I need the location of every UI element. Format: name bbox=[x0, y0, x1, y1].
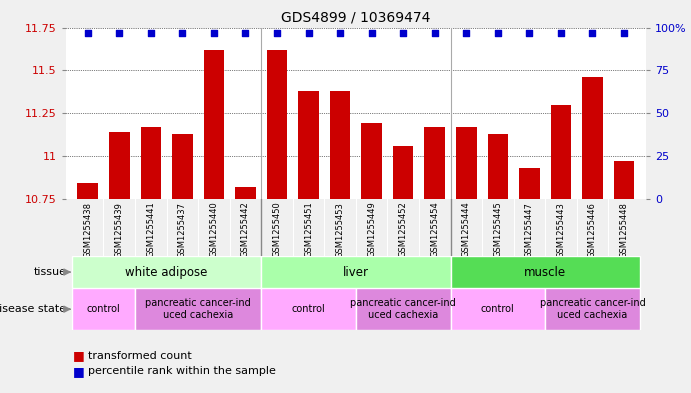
Text: GSM1255451: GSM1255451 bbox=[304, 202, 313, 257]
Text: white adipose: white adipose bbox=[125, 266, 208, 279]
Point bbox=[145, 29, 156, 36]
Text: ■: ■ bbox=[73, 349, 84, 362]
Bar bbox=[614, 161, 634, 199]
Bar bbox=[109, 132, 129, 199]
Point bbox=[177, 29, 188, 36]
Bar bbox=[172, 134, 193, 199]
Text: GSM1255443: GSM1255443 bbox=[556, 202, 565, 257]
Point bbox=[397, 29, 408, 36]
Point bbox=[114, 29, 125, 36]
Text: GSM1255450: GSM1255450 bbox=[272, 202, 281, 257]
Text: GSM1255440: GSM1255440 bbox=[209, 202, 218, 257]
Text: ■: ■ bbox=[73, 365, 84, 378]
Bar bbox=[393, 146, 413, 199]
Bar bbox=[299, 91, 319, 199]
Title: GDS4899 / 10369474: GDS4899 / 10369474 bbox=[281, 11, 430, 25]
Text: muscle: muscle bbox=[524, 266, 566, 279]
Text: liver: liver bbox=[343, 266, 369, 279]
Point bbox=[461, 29, 472, 36]
Bar bbox=[204, 50, 224, 199]
Text: GSM1255439: GSM1255439 bbox=[115, 202, 124, 257]
Text: pancreatic cancer-ind
uced cachexia: pancreatic cancer-ind uced cachexia bbox=[540, 298, 645, 320]
Bar bbox=[135, 288, 261, 330]
Bar bbox=[72, 288, 135, 330]
Text: control: control bbox=[86, 304, 120, 314]
Bar bbox=[583, 77, 603, 199]
Text: GSM1255437: GSM1255437 bbox=[178, 202, 187, 258]
Bar bbox=[456, 127, 477, 199]
Point bbox=[492, 29, 503, 36]
Text: GSM1255438: GSM1255438 bbox=[83, 202, 92, 258]
Point bbox=[240, 29, 251, 36]
Point bbox=[556, 29, 567, 36]
Point bbox=[524, 29, 535, 36]
Bar bbox=[77, 184, 98, 199]
Text: GSM1255441: GSM1255441 bbox=[146, 202, 155, 257]
Point bbox=[303, 29, 314, 36]
Bar bbox=[261, 288, 356, 330]
Text: transformed count: transformed count bbox=[88, 351, 191, 361]
Text: GSM1255448: GSM1255448 bbox=[620, 202, 629, 257]
Point bbox=[334, 29, 346, 36]
Text: GSM1255442: GSM1255442 bbox=[241, 202, 250, 257]
Bar bbox=[140, 127, 161, 199]
Bar bbox=[551, 105, 571, 199]
Bar bbox=[488, 134, 508, 199]
Text: control: control bbox=[292, 304, 325, 314]
Text: tissue: tissue bbox=[33, 267, 66, 277]
Text: GSM1255447: GSM1255447 bbox=[525, 202, 534, 257]
Point bbox=[429, 29, 440, 36]
Bar bbox=[356, 288, 451, 330]
Text: percentile rank within the sample: percentile rank within the sample bbox=[88, 366, 276, 376]
Bar bbox=[361, 123, 382, 199]
Point bbox=[272, 29, 283, 36]
Point bbox=[82, 29, 93, 36]
Point bbox=[618, 29, 630, 36]
Bar bbox=[545, 288, 640, 330]
Text: control: control bbox=[481, 304, 515, 314]
Point bbox=[366, 29, 377, 36]
Text: disease state: disease state bbox=[0, 304, 66, 314]
Text: GSM1255444: GSM1255444 bbox=[462, 202, 471, 257]
Text: GSM1255453: GSM1255453 bbox=[336, 202, 345, 257]
Bar bbox=[424, 127, 445, 199]
Text: GSM1255449: GSM1255449 bbox=[367, 202, 376, 257]
Point bbox=[587, 29, 598, 36]
Text: GSM1255452: GSM1255452 bbox=[399, 202, 408, 257]
Text: pancreatic cancer-ind
uced cachexia: pancreatic cancer-ind uced cachexia bbox=[350, 298, 456, 320]
Text: GSM1255446: GSM1255446 bbox=[588, 202, 597, 257]
Text: GSM1255445: GSM1255445 bbox=[493, 202, 502, 257]
Bar bbox=[267, 50, 287, 199]
Bar bbox=[519, 168, 540, 199]
Bar bbox=[72, 256, 261, 288]
Bar bbox=[451, 288, 545, 330]
Bar bbox=[261, 256, 451, 288]
Bar bbox=[451, 256, 640, 288]
Bar bbox=[235, 187, 256, 199]
Bar bbox=[330, 91, 350, 199]
Text: GSM1255454: GSM1255454 bbox=[430, 202, 439, 257]
Text: pancreatic cancer-ind
uced cachexia: pancreatic cancer-ind uced cachexia bbox=[145, 298, 251, 320]
Point bbox=[209, 29, 220, 36]
